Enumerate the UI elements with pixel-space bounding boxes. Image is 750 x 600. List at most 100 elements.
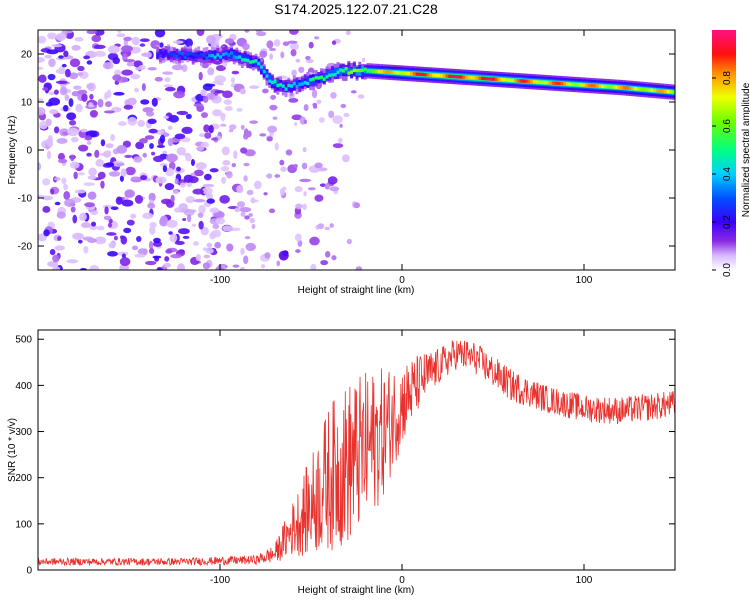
ridge-segment [265, 74, 269, 78]
noise-blob [64, 198, 76, 207]
spectrogram-xlabel: Height of straight line (km) [298, 285, 415, 296]
ridge-segment [306, 81, 310, 86]
ridge-segment [164, 49, 168, 54]
ridge-segment [571, 82, 575, 87]
noise-blob [198, 220, 204, 230]
noise-blob [200, 226, 209, 236]
noise-blob [337, 137, 343, 144]
noise-blob [74, 37, 84, 42]
ridge-segment [276, 83, 280, 88]
noise-blob [139, 43, 146, 47]
noise-blob [86, 83, 94, 90]
noise-blob [131, 245, 139, 251]
noise-blob [48, 91, 56, 96]
ridge-segment [287, 83, 291, 88]
noise-blob [324, 183, 330, 190]
noise-blob [214, 90, 225, 94]
noise-blob [54, 201, 61, 206]
noise-blob [253, 180, 262, 190]
noise-blob [121, 45, 133, 53]
noise-blob [121, 69, 133, 76]
ridge-segment [298, 82, 302, 87]
noise-blob [147, 118, 157, 125]
noise-blob [240, 124, 245, 130]
ridge-segment [281, 84, 285, 88]
ridge-segment [295, 85, 299, 89]
noise-blob [205, 83, 216, 87]
noise-blob [153, 155, 164, 163]
ridge-segment [227, 53, 231, 57]
noise-blob [204, 173, 212, 181]
noise-blob [200, 89, 207, 97]
noise-blob [249, 120, 258, 124]
noise-blob [100, 139, 106, 147]
ridge-segment [309, 78, 313, 82]
ridge-segment [429, 73, 433, 77]
noise-blob [63, 50, 69, 58]
noise-blob [121, 199, 134, 207]
noise-blob [163, 84, 173, 88]
y-tick-label: 20 [21, 50, 33, 61]
noise-blob [255, 30, 262, 33]
ridge-segment [647, 88, 651, 92]
noise-blob [324, 226, 331, 231]
noise-blob [165, 112, 173, 122]
noise-blob [226, 243, 234, 252]
noise-blob [231, 162, 237, 168]
noise-blob [342, 154, 350, 163]
noise-blob [172, 40, 184, 44]
noise-blob [54, 245, 65, 251]
noise-blob [63, 190, 71, 200]
noise-blob [223, 99, 232, 105]
noise-blob [196, 145, 205, 151]
noise-blob [280, 51, 285, 59]
noise-blob [317, 223, 325, 230]
noise-blob [262, 88, 269, 94]
noise-blob [329, 186, 340, 192]
noise-blob [112, 74, 122, 81]
ridge-segment [606, 85, 610, 89]
ridge-segment [628, 86, 632, 90]
noise-blob [140, 99, 150, 105]
ridge-segment [666, 90, 670, 94]
noise-blob [328, 110, 335, 119]
ridge-segment [339, 70, 343, 76]
noise-blob [130, 73, 141, 80]
noise-blob [116, 162, 125, 167]
noise-blob [225, 170, 233, 179]
noise-blob [294, 186, 303, 193]
ridge-segment [341, 69, 345, 73]
y-tick-label: 0 [26, 566, 32, 577]
noise-blob [77, 65, 85, 72]
ridge-segment [172, 53, 176, 57]
noise-blob [240, 211, 246, 217]
ridge-segment [361, 68, 364, 73]
spectrogram-marks [38, 30, 675, 270]
ridge-segment [295, 80, 299, 86]
ridge-segment [191, 53, 195, 59]
noise-blob [146, 51, 152, 58]
ridge-segment [533, 80, 536, 84]
ridge-segment [644, 88, 648, 92]
noise-blob [222, 225, 234, 232]
noise-blob [239, 88, 246, 95]
y-tick-label: 400 [15, 381, 32, 392]
noise-blob [106, 89, 112, 98]
noise-blob [50, 188, 55, 195]
ridge-segment [243, 54, 247, 60]
noise-blob [187, 214, 192, 223]
noise-blob [86, 152, 92, 157]
noise-blob [139, 38, 150, 43]
ridge-segment [243, 58, 247, 62]
noise-blob [38, 57, 45, 63]
noise-blob [69, 119, 77, 126]
noise-blob [199, 133, 205, 138]
ridge-segment [180, 54, 184, 60]
noise-blob [90, 210, 99, 216]
noise-blob [299, 178, 312, 183]
noise-blob [148, 128, 158, 134]
noise-blob [198, 204, 206, 214]
noise-blob [361, 57, 366, 63]
ridge-segment [524, 79, 528, 83]
